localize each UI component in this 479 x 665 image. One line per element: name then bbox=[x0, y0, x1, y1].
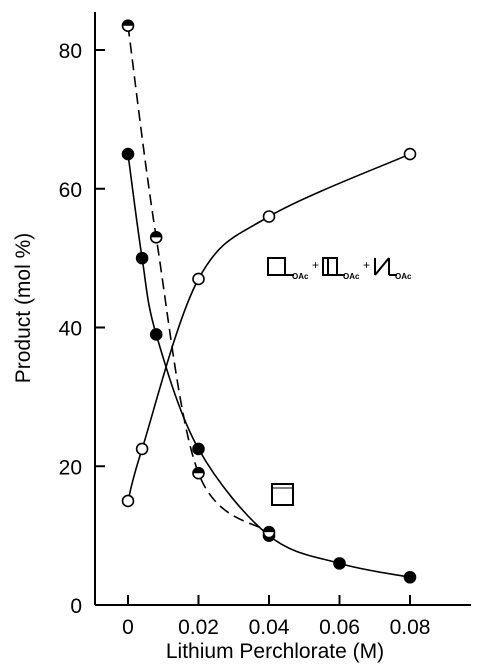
data-point-filled bbox=[333, 557, 346, 570]
x-tick-label: 0.02 bbox=[178, 616, 219, 639]
series-curve-3 bbox=[127, 25, 270, 533]
product-sub-1: OAc bbox=[292, 272, 309, 281]
data-points bbox=[121, 19, 417, 584]
y-ticks: 0 20 40 60 80 bbox=[59, 40, 105, 618]
y-axis-label: Product (mol %) bbox=[12, 233, 35, 384]
product-sub-3: OAc bbox=[395, 272, 412, 281]
x-tick-label: 0.06 bbox=[319, 616, 360, 639]
plot-area bbox=[94, 12, 471, 606]
product-label: OAc + OAc + OAc bbox=[267, 257, 412, 281]
x-tick-label: 0.04 bbox=[249, 616, 290, 639]
data-point-open bbox=[262, 210, 276, 223]
homoallyl-acetate-structure: OAc bbox=[374, 257, 412, 281]
data-point-open bbox=[192, 272, 205, 286]
y-tick-label: 80 bbox=[59, 40, 82, 63]
x-tick-label: 0 bbox=[122, 616, 134, 639]
data-point-open bbox=[121, 494, 135, 508]
cyclopropylcarbinyl-acetate-structure: OAc bbox=[322, 257, 360, 281]
data-point-open bbox=[403, 147, 417, 161]
data-point-fill bbox=[263, 526, 275, 533]
series-curve-1 bbox=[127, 153, 411, 502]
data-point-filled bbox=[121, 147, 135, 161]
y-tick-label: 60 bbox=[59, 179, 82, 202]
product-sub-2: OAc bbox=[343, 272, 360, 281]
y-tick-label: 0 bbox=[70, 595, 82, 618]
plus-sign-2: + bbox=[363, 258, 370, 272]
x-ticks: 0 0.02 0.04 0.06 0.08 bbox=[122, 595, 430, 639]
y-tick-label: 20 bbox=[59, 456, 82, 479]
data-point-fill bbox=[150, 231, 162, 238]
data-point-fill bbox=[122, 20, 134, 26]
data-point-open bbox=[135, 442, 149, 456]
data-point-filled bbox=[149, 328, 163, 341]
x-tick-label: 0.08 bbox=[390, 616, 431, 639]
y-tick-label: 40 bbox=[59, 318, 82, 341]
x-axis-label: Lithium Perchlorate (M) bbox=[166, 640, 384, 663]
plus-sign-1: + bbox=[312, 258, 319, 272]
reactant-label bbox=[271, 483, 294, 506]
cyclobutene-structure bbox=[271, 483, 294, 506]
data-point-filled bbox=[192, 442, 205, 456]
data-point-fill bbox=[193, 467, 204, 474]
cyclobutyl-acetate-structure: OAc bbox=[267, 257, 309, 281]
data-point-filled bbox=[403, 570, 417, 584]
data-point-filled bbox=[135, 251, 149, 265]
curves bbox=[127, 25, 411, 579]
